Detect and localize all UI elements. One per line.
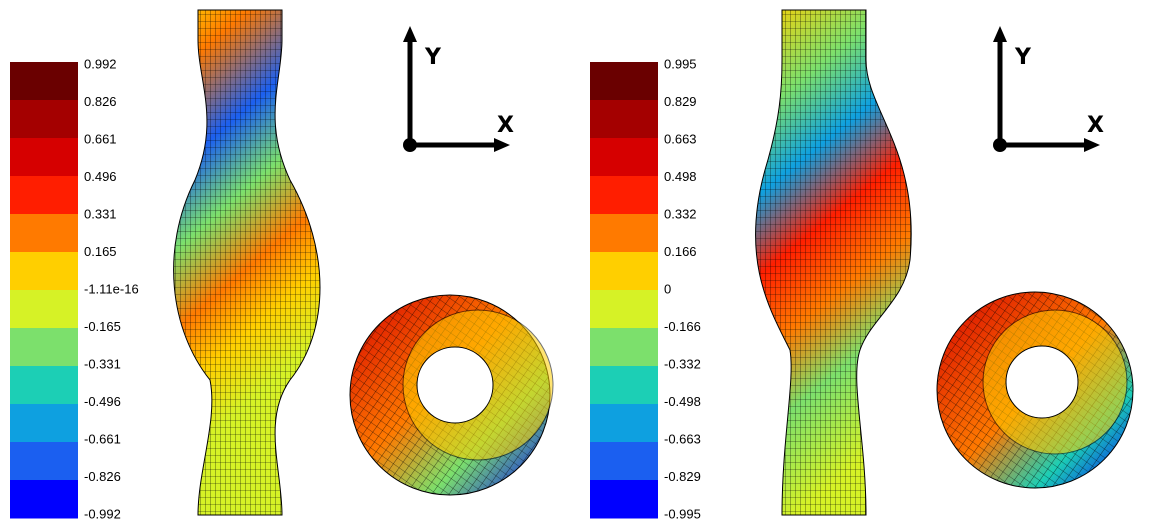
colorbar-label: 0.165 — [84, 244, 117, 259]
y-axis-label: Y — [1014, 45, 1032, 70]
colorbar-label: 0.992 — [84, 56, 117, 71]
colorbar-band — [10, 100, 78, 139]
colorbar-label: -0.663 — [664, 431, 701, 446]
colorbar-label: 0.663 — [664, 131, 697, 146]
colorbar-label: 0.331 — [84, 206, 117, 221]
colorbar-label: -0.332 — [664, 356, 701, 371]
colorbar-label: -0.165 — [84, 319, 121, 334]
colorbar-label: -0.826 — [84, 469, 121, 484]
colorbar-band — [590, 328, 658, 367]
colorbar-label: 0.829 — [664, 94, 697, 109]
colorbar-label: -0.995 — [664, 506, 701, 521]
colorbar-label: -0.331 — [84, 356, 121, 371]
colorbar-label: 0.498 — [664, 169, 697, 184]
colorbar-label: 0.826 — [84, 94, 117, 109]
colorbar-band — [590, 100, 658, 139]
torus-mesh — [349, 294, 554, 496]
colorbar-band — [590, 214, 658, 253]
axis-arrows: Y X — [403, 26, 514, 152]
colorbar-band — [10, 480, 78, 519]
colorbar-band — [590, 62, 658, 101]
colorbar-label: 0.496 — [84, 169, 117, 184]
axis-arrows: Y X — [993, 26, 1104, 152]
colorbar-label: 0 — [664, 281, 671, 296]
y-axis-label: Y — [424, 45, 442, 70]
cylinder-mesh — [173, 9, 321, 516]
colorbar-label: -0.498 — [664, 394, 701, 409]
colorbar-band — [590, 366, 658, 405]
colorbar-band — [10, 62, 78, 101]
colorbar-label: 0.995 — [664, 56, 697, 71]
colorbar-band — [10, 442, 78, 481]
colorbar-band — [590, 290, 658, 329]
colorbar-label: -0.661 — [84, 431, 121, 446]
colorbar-label: -1.11e-16 — [84, 281, 139, 296]
colorbar-band — [10, 328, 78, 367]
colorbar-band — [10, 252, 78, 291]
cylinder-mesh — [755, 9, 912, 516]
colorbar-label: 0.661 — [84, 131, 117, 146]
colorbar-band — [10, 290, 78, 329]
colorbar-label: -0.992 — [84, 506, 121, 521]
colorbar-band — [590, 442, 658, 481]
colorbar-band — [10, 176, 78, 215]
colorbar-band — [10, 366, 78, 405]
colorbar-label: 0.332 — [664, 206, 697, 221]
colorbar-band — [590, 138, 658, 177]
colorbar-band — [590, 252, 658, 291]
colorbar-label: -0.496 — [84, 394, 121, 409]
x-axis-label: X — [1087, 113, 1104, 138]
colorbar-band — [10, 214, 78, 253]
x-axis-label: X — [497, 113, 514, 138]
colorbar-label: 0.166 — [664, 244, 697, 259]
colorbar-band — [10, 138, 78, 177]
colorbar-label: -0.166 — [664, 319, 701, 334]
torus-mesh — [936, 291, 1134, 489]
colorbar-band — [10, 404, 78, 443]
colorbar-band — [590, 176, 658, 215]
colorbar-band — [590, 404, 658, 443]
colorbar-label: -0.829 — [664, 469, 701, 484]
colorbar-band — [590, 480, 658, 519]
